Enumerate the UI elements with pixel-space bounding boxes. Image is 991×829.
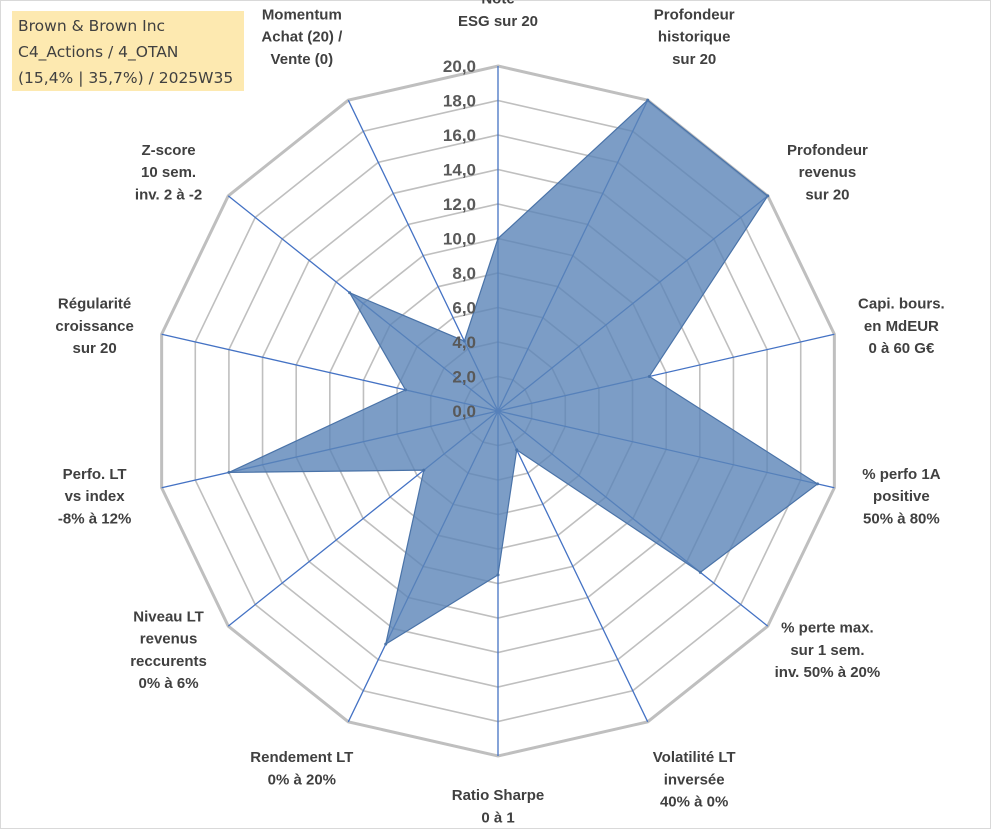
category-label-5: % perte max. sur 1 sem. inv. 50% à 20% [775,619,881,681]
category-label-line: sur 20 [805,187,849,204]
category-label-line: Vente (0) [271,51,334,68]
data-point-2 [766,194,770,198]
category-label-line: 10 sem. [141,164,196,181]
tick-label-8: 16,0 [443,126,476,145]
tick-label-5: 10,0 [443,230,476,249]
category-label-2: Profondeur revenus sur 20 [787,142,868,204]
category-label-line: Rendement LT [250,749,353,766]
category-label-line: 0 à 1 [481,809,514,826]
data-point-5 [698,570,702,574]
title-line-company: Brown & Brown Inc [18,17,166,35]
category-label-line: % perfo 1A [862,466,941,483]
category-label-line: inv. 50% à 20% [775,664,881,681]
category-label-line: historique [658,29,731,46]
category-label-line: revenus [140,631,198,648]
data-point-9 [422,468,426,472]
category-label-4: % perfo 1A positive 50% à 80% [862,466,941,528]
category-label-0: Note ESG sur 20 [458,0,538,30]
category-label-line: 50% à 80% [863,511,940,528]
data-point-3 [647,374,651,378]
title-line-category: C4_Actions / 4_OTAN [18,43,179,61]
data-point-7 [496,573,500,577]
category-label-line: Niveau LT [133,608,204,625]
data-point-13 [462,339,466,343]
category-label-line: vs index [65,488,126,505]
data-point-6 [515,448,519,452]
data-point-11 [404,388,408,392]
category-label-11: Régularité croissance sur 20 [55,295,133,357]
category-label-13: Momentum Achat (20) / Vente (0) [261,6,343,68]
category-label-line: -8% à 12% [58,511,131,528]
tick-label-3: 6,0 [452,299,476,318]
title-line-stats: (15,4% | 35,7%) / 2025W35 [18,69,234,87]
category-label-line: sur 20 [73,340,117,357]
category-label-line: Ratio Sharpe [452,787,545,804]
data-point-8 [384,642,388,646]
series-area-0 [228,99,819,646]
category-label-line: 0% à 6% [139,675,199,692]
category-label-line: Momentum [262,6,342,23]
category-label-12: Z-score 10 sem. inv. 2 à -2 [135,142,202,204]
category-label-6: Volatilité LT inversée 40% à 0% [653,749,736,811]
category-label-line: Perfo. LT [63,466,127,483]
category-label-7: Ratio Sharpe 0 à 1 [452,787,545,826]
category-label-line: positive [873,488,930,505]
category-label-line: revenus [799,164,857,181]
category-label-line: Régularité [58,295,131,312]
category-label-line: ESG sur 20 [458,13,538,30]
tick-label-2: 4,0 [452,333,476,352]
chart-title-box: Brown & Brown Inc C4_Actions / 4_OTAN (1… [12,11,244,91]
data-point-1 [646,98,650,102]
category-label-line: reccurents [130,653,207,670]
tick-label-9: 18,0 [443,92,476,111]
category-label-line: 40% à 0% [660,794,728,811]
axis-spoke-6 [497,410,649,723]
category-label-line: inversée [664,771,725,788]
tick-label-4: 8,0 [452,264,476,283]
data-point-4 [816,482,820,486]
category-label-3: Capi. bours. en MdEUR 0 à 60 G€ [858,295,945,357]
series-layer [227,98,820,646]
category-label-line: croissance [55,318,133,335]
category-label-layer: Note ESG sur 20 Profondeur historique sur 20… [55,0,944,826]
category-label-8: Rendement LT 0% à 20% [250,749,353,788]
category-label-line: Volatilité LT [653,749,736,766]
category-label-line: sur 1 sem. [790,642,864,659]
tick-label-1: 2,0 [452,368,476,387]
category-label-line: 0% à 20% [268,771,336,788]
category-label-line: 0 à 60 G€ [868,340,935,357]
tick-label-layer: 0,0 2,0 4,0 6,0 8,0 10,0 12,0 14,0 16,0 18,0 20,0 [443,57,476,421]
category-label-line: Profondeur [654,6,735,23]
category-label-line: Capi. bours. [858,295,945,312]
category-label-line: Profondeur [787,142,868,159]
category-label-line: Achat (20) / [261,29,343,46]
category-label-line: % perte max. [781,619,874,636]
category-label-line: inv. 2 à -2 [135,187,202,204]
category-label-line: Note [481,0,514,8]
data-point-0 [496,237,500,240]
category-label-1: Profondeur historique sur 20 [654,6,735,68]
category-label-line: Z-score [141,142,195,159]
tick-label-7: 14,0 [443,161,476,180]
data-point-10 [227,470,231,474]
category-label-9: Niveau LT revenus reccurents 0% à 6% [130,608,207,692]
category-label-line: en MdEUR [864,318,939,335]
category-label-10: Perfo. LT vs index -8% à 12% [58,466,131,528]
data-point-12 [348,291,352,295]
tick-label-10: 20,0 [443,57,476,76]
category-label-line: sur 20 [672,51,716,68]
tick-label-6: 12,0 [443,195,476,214]
tick-label-0: 0,0 [452,402,476,421]
